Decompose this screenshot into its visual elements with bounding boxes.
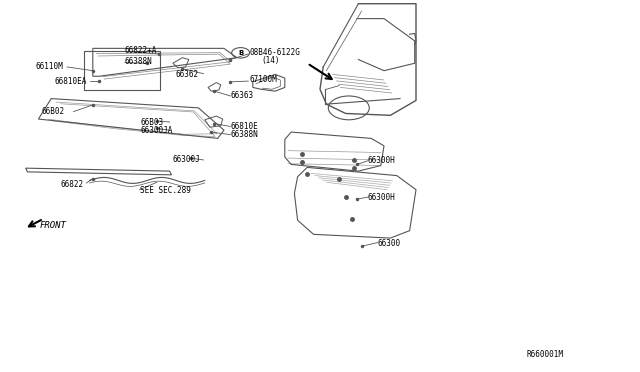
Text: 66388N: 66388N bbox=[230, 130, 258, 139]
Text: 66810E: 66810E bbox=[230, 122, 258, 131]
Text: 66300H: 66300H bbox=[368, 156, 396, 165]
Text: 67100M: 67100M bbox=[250, 76, 277, 84]
Text: 08B46-6122G: 08B46-6122G bbox=[250, 48, 300, 57]
Text: 66388N: 66388N bbox=[125, 57, 152, 66]
Text: 66110M: 66110M bbox=[35, 62, 63, 71]
Text: 66822+A: 66822+A bbox=[125, 46, 157, 55]
Text: 66B03: 66B03 bbox=[141, 118, 164, 126]
Text: 66363: 66363 bbox=[230, 92, 253, 100]
Text: 66300: 66300 bbox=[378, 239, 401, 248]
Bar bbox=[84, 51, 160, 90]
Text: 66822: 66822 bbox=[61, 180, 84, 189]
Text: SEE SEC.289: SEE SEC.289 bbox=[140, 186, 190, 195]
Text: (14): (14) bbox=[261, 56, 280, 65]
Text: R660001M: R660001M bbox=[526, 350, 563, 359]
Text: FRONT: FRONT bbox=[40, 221, 67, 230]
Text: 66300H: 66300H bbox=[368, 193, 396, 202]
Text: 66810EA: 66810EA bbox=[54, 77, 87, 86]
Text: 66300JA: 66300JA bbox=[141, 126, 173, 135]
Text: 66300J: 66300J bbox=[173, 155, 200, 164]
Text: 66B02: 66B02 bbox=[42, 107, 65, 116]
Text: B: B bbox=[238, 50, 243, 56]
Text: 66362: 66362 bbox=[176, 70, 199, 79]
